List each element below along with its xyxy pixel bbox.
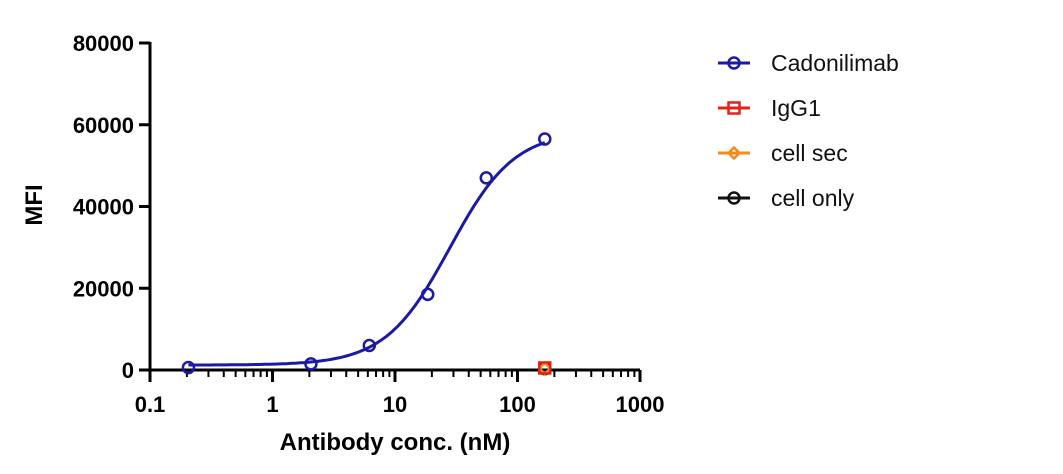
y-tick-label: 40000	[73, 195, 134, 220]
data-point-cadonilimab	[181, 360, 196, 375]
data-point-cadonilimab	[420, 287, 435, 302]
legend-marker	[727, 191, 741, 205]
y-axis-title: MFI	[21, 184, 48, 225]
y-tick-label: 80000	[73, 31, 134, 56]
y-tick-label: 20000	[73, 276, 134, 301]
legend-marker	[727, 56, 741, 70]
legend-label: IgG1	[771, 95, 821, 121]
data-point-cadonilimab	[538, 132, 552, 146]
fit-curve-cadonilimab	[188, 141, 546, 367]
x-axis-title: Antibody conc. (nM)	[280, 429, 511, 456]
legend-marker	[726, 145, 742, 161]
fit-curves	[188, 141, 546, 367]
legend-label: cell only	[771, 185, 855, 211]
y-tick-label: 0	[122, 358, 134, 383]
legend-item-igg1: IgG1	[718, 95, 821, 121]
x-tick-label: 100	[499, 392, 536, 417]
data-point-cadonilimab	[304, 357, 318, 371]
data-point-cadonilimab	[479, 171, 494, 185]
x-tick-label: 1000	[616, 392, 665, 417]
legend-item-cell-only: cell only	[718, 185, 855, 211]
x-tick-label: 10	[383, 392, 407, 417]
legend-item-cell-sec: cell sec	[718, 140, 848, 166]
x-tick-label: 0.1	[135, 392, 166, 417]
legend-item-cadonilimab: Cadonilimab	[718, 50, 899, 76]
legend-label: cell sec	[771, 140, 848, 166]
data-point-cadonilimab	[362, 338, 377, 353]
legend-label: Cadonilimab	[771, 50, 899, 76]
x-tick-label: 1	[266, 392, 278, 417]
legend: Cadonilimab IgG1 cell sec cell only	[718, 50, 899, 211]
y-tick-label: 60000	[73, 113, 134, 138]
axes: 0 20000 40000 60000 80000 0.1 1 10 100 1000	[73, 31, 665, 417]
legend-marker	[727, 101, 741, 115]
data-point-igg1	[538, 361, 552, 375]
data-points	[181, 132, 553, 376]
